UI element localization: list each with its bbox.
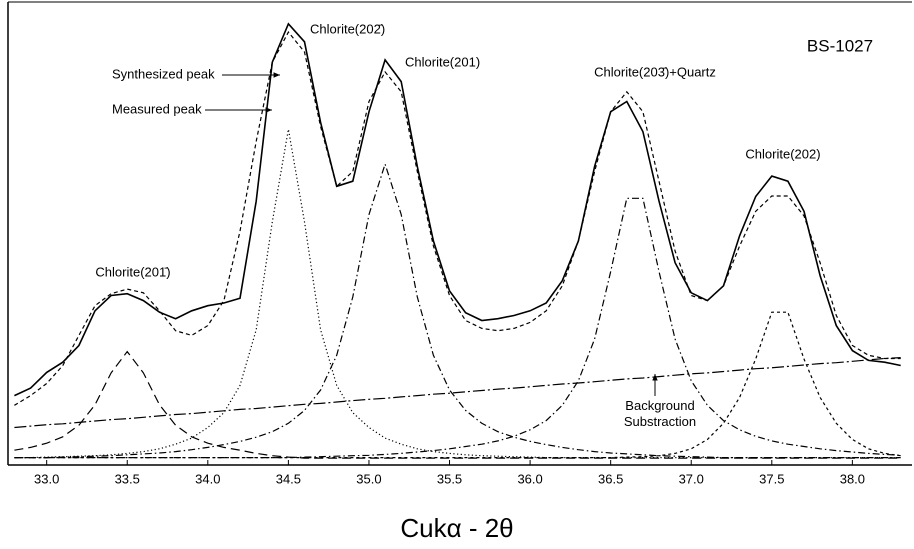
series-note: Synthesized peak <box>112 66 215 81</box>
x-tick-label: 37.5 <box>759 471 784 486</box>
series-line <box>14 162 901 459</box>
peak-label: Chlorite(201) <box>405 54 480 69</box>
x-tick-label: 34.5 <box>276 471 301 486</box>
peak-label: Chlorite(202̄) <box>310 21 385 36</box>
peak-label: Chlorite(201̄) <box>95 264 170 279</box>
x-tick-label: 35.0 <box>356 471 381 486</box>
x-tick-label: 34.0 <box>195 471 220 486</box>
x-tick-label: 33.0 <box>34 471 59 486</box>
series-line <box>14 357 901 429</box>
x-tick-label: 35.5 <box>437 471 462 486</box>
x-tick-label: 37.0 <box>679 471 704 486</box>
series-note: Background Substraction <box>623 398 697 429</box>
arrow-head <box>273 72 280 78</box>
peak-label: Chlorite(202) <box>745 146 820 161</box>
x-tick-label: 36.5 <box>598 471 623 486</box>
series-line <box>14 311 901 459</box>
series-note: Measured peak <box>112 101 202 116</box>
x-tick-label: 33.5 <box>115 471 140 486</box>
series-line <box>14 31 901 406</box>
x-tick-label: 36.0 <box>517 471 542 486</box>
x-tick-label: 38.0 <box>840 471 865 486</box>
sample-label: BS-1027 <box>807 36 873 55</box>
series-line <box>14 197 901 459</box>
x-axis-label: Cukα - 2θ <box>400 513 513 543</box>
series-line <box>14 129 901 459</box>
arrow-head <box>652 374 658 381</box>
peak-label: Chlorite(203̄)+Quartz <box>594 64 716 79</box>
arrow-head <box>265 107 272 113</box>
